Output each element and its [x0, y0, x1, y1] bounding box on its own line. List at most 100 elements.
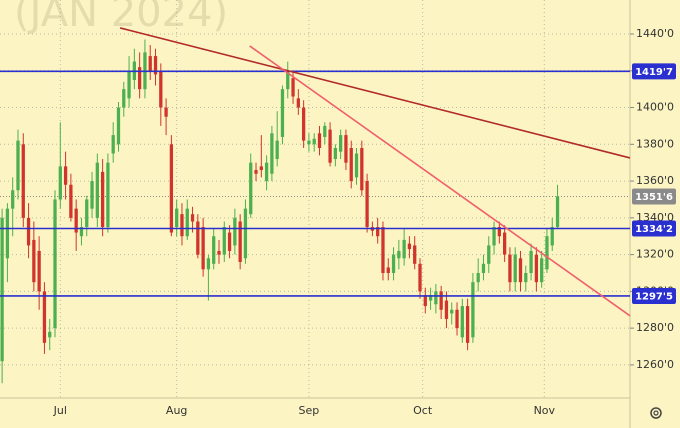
candle-body [487, 245, 491, 264]
candle-body [460, 306, 464, 338]
candle-body [296, 98, 300, 108]
candle-body [397, 250, 401, 259]
candle-body [185, 208, 189, 237]
candle-body [407, 243, 412, 250]
candle-body [365, 181, 369, 228]
candle-body [328, 129, 332, 163]
candle-body [434, 291, 438, 305]
candle-body [497, 227, 501, 237]
candle-body [190, 214, 195, 222]
candle-body [85, 199, 89, 228]
candle-body [106, 162, 110, 228]
level-box [632, 220, 676, 237]
candle-body [254, 170, 258, 174]
candle-body [175, 208, 179, 228]
candle-body [222, 227, 226, 255]
settings-icon[interactable] [650, 407, 662, 419]
candle-body [217, 250, 221, 255]
candle-body [381, 227, 385, 273]
candle-body [518, 258, 523, 283]
y-tick-label: 1400'0 [636, 101, 674, 114]
y-tick-label: 1280'0 [636, 321, 674, 334]
candle-body [349, 147, 353, 182]
candle-body [450, 309, 454, 314]
candle-body [138, 67, 142, 90]
candle-body [513, 254, 517, 283]
candle-body [201, 227, 205, 270]
candle-body [238, 221, 242, 262]
candle-body [5, 208, 10, 259]
candle-body [206, 258, 211, 270]
candle-body [16, 140, 20, 191]
candle-body [529, 250, 533, 273]
candle-body [476, 272, 480, 283]
level-label: 1334'2 [635, 224, 673, 235]
y-tick-label: 1320'0 [636, 248, 674, 261]
candle-body [169, 144, 174, 233]
candle-body [153, 56, 158, 75]
candle-body [524, 272, 528, 283]
candle-body [116, 107, 121, 145]
candle-body [180, 214, 184, 237]
candle-body [95, 162, 99, 218]
candle-body [418, 263, 422, 292]
candle-body [465, 306, 470, 343]
trend-line [249, 45, 631, 317]
level-label: 1419'7 [635, 67, 673, 78]
y-tick-label: 1380'0 [636, 137, 674, 150]
y-tick-label: 1440'0 [636, 27, 674, 40]
level-box [632, 63, 676, 80]
candle-body [508, 254, 512, 283]
trend-line [119, 27, 631, 159]
candle-body [502, 232, 507, 255]
candle-body [233, 217, 237, 246]
candle-body [550, 227, 554, 246]
candle-body [48, 331, 52, 338]
candle-body [69, 184, 73, 218]
candle-body [540, 258, 544, 283]
x-tick-label: Jul [53, 404, 67, 417]
candle-body [280, 89, 285, 137]
candle-body [307, 140, 311, 145]
candle-body [0, 217, 4, 362]
candle-body [127, 70, 131, 99]
candle-body [481, 263, 486, 273]
candle-body [471, 282, 475, 338]
candle-body [159, 70, 163, 108]
last-price-label: 1351'6 [635, 192, 673, 203]
candle-body [259, 166, 263, 171]
x-tick-label: Aug [166, 404, 187, 417]
candle-body [26, 217, 31, 246]
candle-body [122, 89, 126, 108]
y-tick-label: 1360'0 [636, 174, 674, 187]
level-label: 1297'5 [635, 291, 673, 302]
candle-body [428, 295, 433, 301]
candle-body [439, 291, 443, 310]
x-tick-label: Sep [299, 404, 320, 417]
candle-body [555, 196, 560, 228]
x-tick-label: Oct [413, 404, 433, 417]
candle-body [444, 300, 449, 319]
candle-body [74, 208, 78, 233]
candle-body [275, 140, 279, 160]
candle-body [90, 181, 94, 209]
candle-body [402, 239, 406, 259]
candle-body [323, 125, 327, 137]
candle-body [37, 250, 41, 292]
candle-body [148, 56, 152, 71]
candle-body [317, 133, 322, 148]
candle-body [100, 171, 105, 228]
candle-body [42, 291, 47, 343]
candle-body [291, 78, 295, 97]
candle-body [312, 138, 316, 145]
candle-body [333, 147, 338, 160]
candle-body [111, 135, 115, 154]
candle-body [534, 254, 539, 283]
candle-body [354, 153, 359, 178]
candle-body [423, 295, 427, 307]
gear-hub [653, 410, 659, 416]
candle-body [286, 70, 290, 90]
candle-body [32, 239, 36, 283]
level-box [632, 287, 676, 304]
